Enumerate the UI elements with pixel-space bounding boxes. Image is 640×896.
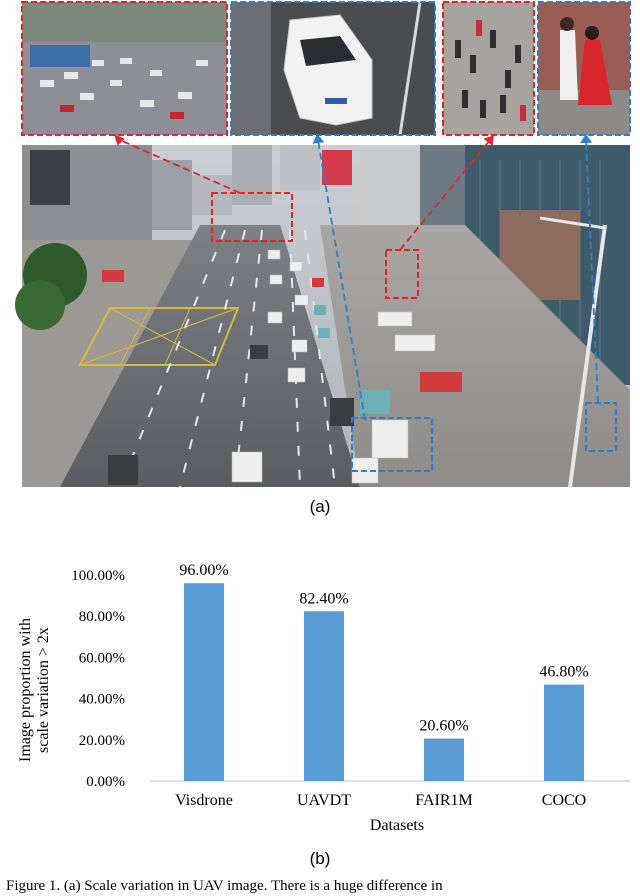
zoom-inset-car-near: [230, 1, 436, 136]
y-tick-label: 0.00%: [86, 774, 125, 790]
y-axis-ticks: 0.00% 20.00% 40.00% 60.00% 80.00% 100.00%: [71, 568, 125, 790]
roi-box-car-near: [351, 417, 433, 472]
y-tick-label: 60.00%: [79, 650, 125, 666]
bar-uavdt: [304, 611, 344, 781]
panel-a-label: (a): [309, 497, 331, 516]
bar-visdrone: [184, 583, 224, 781]
roi-box-pedestrians-far: [385, 249, 419, 299]
y-tick-label: 20.00%: [79, 733, 125, 749]
arrowhead-icon: [113, 134, 125, 146]
x-axis-title: Datasets: [370, 817, 424, 834]
figure-caption: Figure 1. (a) Scale variation in UAV ima…: [6, 878, 443, 894]
x-tick-label: UAVDT: [297, 792, 351, 809]
data-label: 96.00%: [179, 562, 228, 579]
arrowhead-icon: [580, 134, 593, 144]
y-axis-title-line2: scale variation > 2x: [35, 627, 52, 753]
bar-coco: [544, 684, 584, 781]
zoom-inset-pedestrians-near: [537, 1, 631, 136]
connector-arrow-pedestrians-far: [399, 139, 491, 251]
data-label: 46.80%: [539, 664, 588, 681]
roi-box-traffic-far: [211, 192, 293, 242]
panel-b-label: (b): [309, 849, 331, 868]
data-label: 82.40%: [299, 590, 348, 607]
bars: [184, 583, 584, 781]
y-axis-title-line1: Image proportion with: [17, 618, 34, 762]
scale-variation-chart: Image proportion with scale variation > …: [0, 540, 640, 845]
zoom-inset-traffic-far: [21, 1, 228, 136]
bar-chart-svg: Image proportion with scale variation > …: [17, 562, 630, 834]
uav-scene-figure: [15, 1, 631, 488]
y-tick-label: 100.00%: [71, 568, 125, 584]
data-label: 20.60%: [419, 718, 468, 735]
x-tick-label: COCO: [542, 792, 586, 809]
arrowhead-icon: [312, 134, 325, 144]
x-tick-label: Visdrone: [175, 792, 233, 809]
roi-box-pedestrians-near: [585, 402, 617, 452]
arrowhead-icon: [483, 135, 494, 147]
y-tick-label: 40.00%: [79, 692, 125, 708]
uav-scene-illustration: [15, 1, 631, 488]
x-tick-label: FAIR1M: [415, 792, 473, 809]
y-tick-label: 80.00%: [79, 609, 125, 625]
y-axis-title: Image proportion with scale variation > …: [17, 618, 52, 762]
zoom-inset-pedestrians-far: [442, 1, 535, 136]
bar-fair1m: [424, 738, 464, 781]
main-aerial-photo: [15, 145, 630, 488]
connector-arrow-car: [317, 139, 366, 421]
x-axis-ticks: Visdrone UAVDT FAIR1M COCO: [175, 792, 586, 809]
data-labels: 96.00% 82.40% 20.60% 46.80%: [179, 562, 588, 734]
